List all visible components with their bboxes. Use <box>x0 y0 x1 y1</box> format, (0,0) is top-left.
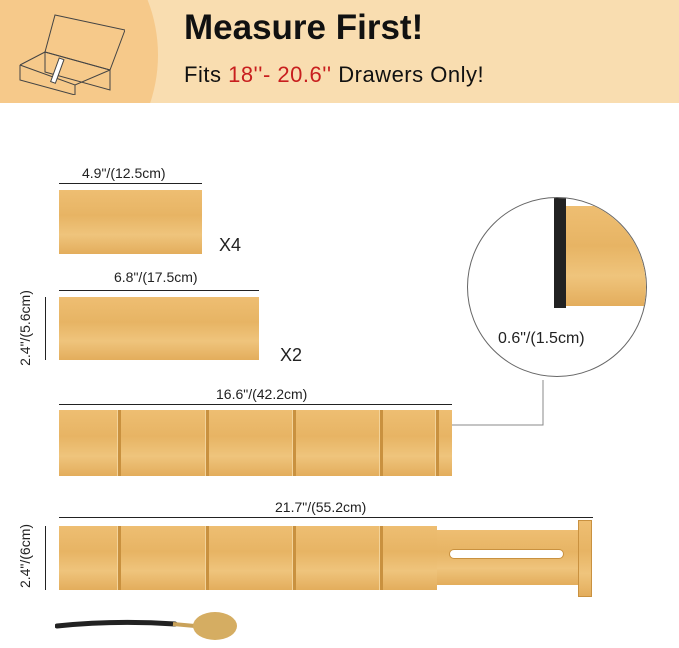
piece2-width-label: 6.8"/(17.5cm) <box>114 269 198 285</box>
divider-piece-small <box>59 190 202 254</box>
divider-closed <box>59 410 452 476</box>
drawer-measure-icon <box>19 14 125 95</box>
thickness-label: 0.6"/(1.5cm) <box>498 330 585 347</box>
piece3-width-label: 16.6"/(42.2cm) <box>216 386 308 402</box>
piece1-quantity: X4 <box>219 235 242 255</box>
rubber-edge <box>554 198 566 308</box>
divider-extended <box>59 526 437 590</box>
banner-subtitle: Fits 18''- 20.6'' Drawers Only! <box>184 62 484 88</box>
piece1-dim-line <box>59 183 202 184</box>
piece4-dim-line <box>59 517 593 518</box>
piece4-height-label: 2.4"/(6cm) <box>17 523 33 589</box>
extension-slide <box>437 530 579 585</box>
piece4-height-line <box>45 526 46 590</box>
subtitle-prefix: Fits <box>184 62 222 87</box>
piece2-height-line <box>45 297 46 360</box>
banner-title: Measure First! <box>184 8 424 47</box>
banner-circle <box>0 0 158 103</box>
connector-line <box>452 380 544 426</box>
drawer-range: 18''- 20.6'' <box>228 62 332 87</box>
divider-piece-medium <box>59 297 259 360</box>
end-cap <box>578 520 592 597</box>
spoon-image <box>55 612 237 640</box>
edge-detail-circle: 0.6"/(1.5cm) <box>467 197 647 377</box>
piece2-height-label: 2.4"/(5.6cm) <box>17 290 33 366</box>
banner: Measure First! Fits 18''- 20.6'' Drawers… <box>0 0 679 103</box>
piece3-dim-line <box>59 404 452 405</box>
piece2-dim-line <box>59 290 259 291</box>
piece1-width-label: 4.9"/(12.5cm) <box>82 165 166 181</box>
piece2-quantity: X2 <box>280 345 303 365</box>
edge-board <box>566 206 646 306</box>
piece4-width-label: 21.7"/(55.2cm) <box>275 499 367 515</box>
subtitle-suffix: Drawers Only! <box>338 62 485 87</box>
